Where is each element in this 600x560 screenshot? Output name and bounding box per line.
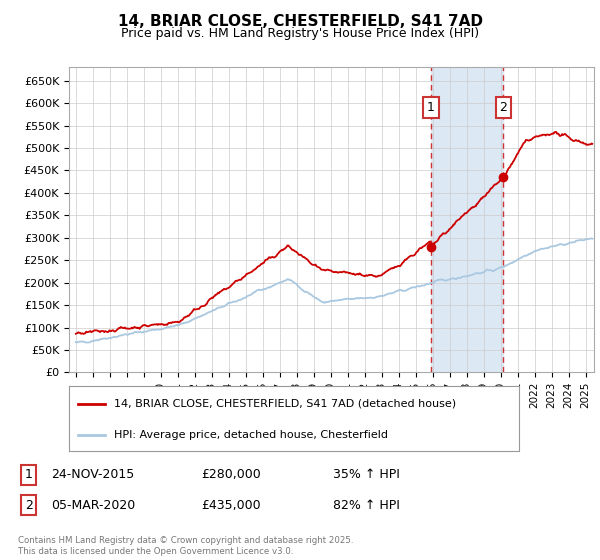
Text: Price paid vs. HM Land Registry's House Price Index (HPI): Price paid vs. HM Land Registry's House … [121, 27, 479, 40]
Text: 24-NOV-2015: 24-NOV-2015 [51, 468, 134, 482]
Text: 14, BRIAR CLOSE, CHESTERFIELD, S41 7AD: 14, BRIAR CLOSE, CHESTERFIELD, S41 7AD [118, 14, 482, 29]
Text: 1: 1 [25, 468, 33, 482]
Bar [431, 67, 503, 372]
Text: 14, BRIAR CLOSE, CHESTERFIELD, S41 7AD (detached house): 14, BRIAR CLOSE, CHESTERFIELD, S41 7AD (… [114, 399, 456, 409]
Text: 05-MAR-2020: 05-MAR-2020 [51, 498, 135, 512]
Text: £435,000: £435,000 [201, 498, 260, 512]
Text: Contains HM Land Registry data © Crown copyright and database right 2025.
This d: Contains HM Land Registry data © Crown c… [18, 536, 353, 556]
Text: 35% ↑ HPI: 35% ↑ HPI [333, 468, 400, 482]
Text: 1: 1 [427, 101, 435, 114]
Text: 82% ↑ HPI: 82% ↑ HPI [333, 498, 400, 512]
Text: 2: 2 [500, 101, 508, 114]
Text: 2: 2 [25, 498, 33, 512]
Text: £280,000: £280,000 [201, 468, 261, 482]
Text: HPI: Average price, detached house, Chesterfield: HPI: Average price, detached house, Ches… [114, 430, 388, 440]
